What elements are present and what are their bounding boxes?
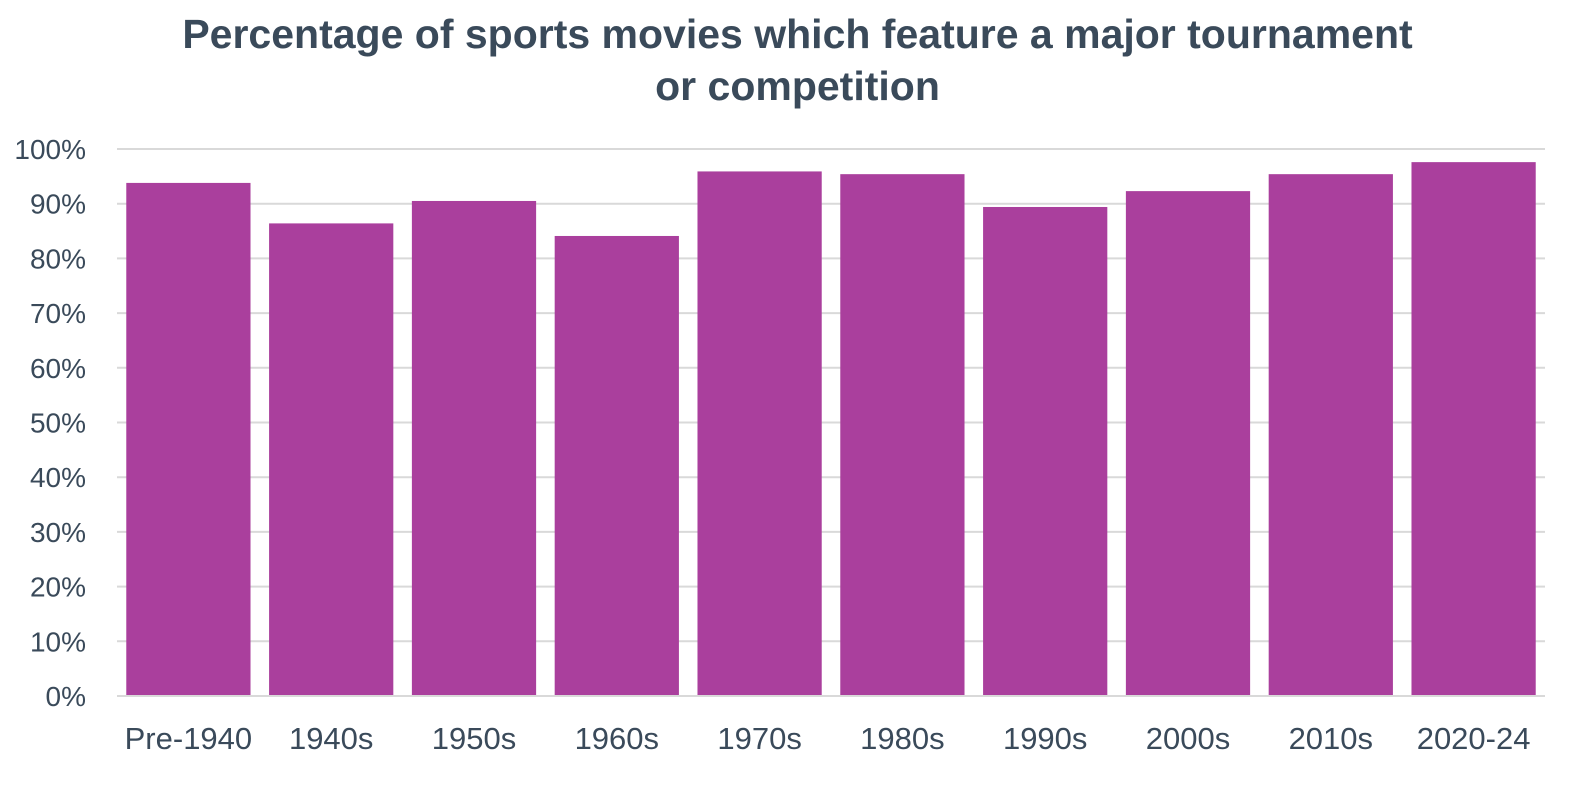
bar-1990s	[983, 206, 1108, 696]
x-tick-label: 2020-24	[1417, 721, 1531, 756]
y-tick-label: 40%	[30, 462, 86, 493]
bar-1960s	[554, 235, 679, 696]
y-tick-label: 60%	[30, 353, 86, 384]
x-tick-label: 1940s	[289, 721, 373, 756]
bar-1950s	[411, 200, 537, 696]
y-tick-label: 50%	[30, 408, 86, 439]
x-tick-label: 1950s	[432, 721, 516, 756]
x-tick-label: Pre-1940	[125, 721, 253, 756]
bar-2010s	[1268, 174, 1393, 697]
chart-title-line-2: or competition	[655, 63, 940, 109]
y-tick-label: 90%	[30, 189, 86, 220]
chart-title-line-1: Percentage of sports movies which featur…	[182, 11, 1413, 57]
bar-1940s	[269, 223, 394, 696]
bar-2000s	[1125, 191, 1251, 696]
x-tick-label: 2010s	[1289, 721, 1373, 756]
x-axis-labels: Pre-1940 1940s 1950s 1960s 1970s 1980s 1990s 20…	[125, 721, 1531, 756]
y-tick-label: 100%	[14, 134, 86, 165]
x-tick-label: 1970s	[717, 721, 801, 756]
y-tick-label: 20%	[30, 572, 86, 603]
y-axis-ticks: 0% 10% 20% 30% 40% 50% 60% 70% 80% 90% 100%	[14, 134, 86, 712]
chart-title: Percentage of sports movies which featur…	[0, 8, 1595, 112]
bar-2020-24	[1411, 162, 1536, 697]
y-tick-label: 10%	[30, 626, 86, 657]
y-tick-label: 30%	[30, 517, 86, 548]
y-tick-label: 80%	[30, 243, 86, 274]
y-tick-label: 0%	[46, 681, 86, 712]
x-tick-label: 1990s	[1003, 721, 1087, 756]
bars	[126, 162, 1536, 697]
bar-1980s	[840, 174, 965, 697]
y-tick-label: 70%	[30, 298, 86, 329]
x-tick-label: 1960s	[575, 721, 659, 756]
bar-1970s	[697, 171, 822, 696]
x-tick-label: 1980s	[860, 721, 944, 756]
x-tick-label: 2000s	[1146, 721, 1230, 756]
bar-pre-1940	[126, 182, 251, 696]
